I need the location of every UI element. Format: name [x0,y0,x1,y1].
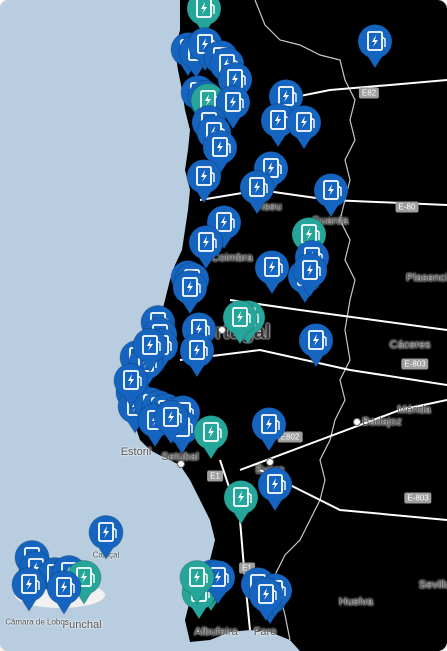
label-setubal: Setúbal [161,451,199,463]
charging-station-marker[interactable] [206,204,242,250]
charging-station-marker[interactable] [313,172,349,218]
spain-area [255,0,447,651]
charging-station-marker[interactable] [298,322,334,368]
charging-station-marker[interactable] [46,569,82,615]
country-border [254,0,356,641]
charging-station-marker[interactable] [88,514,124,560]
ev-charging-station-icon [113,363,149,408]
charging-station-marker[interactable] [132,327,168,373]
road-shield-e1: E1 [239,562,255,574]
city-dot [177,460,185,468]
ev-charging-station-icon [257,467,293,512]
road-shield-e-80: E-80 [395,201,419,213]
road-shield-e1: E1 [207,470,223,482]
label-camara-de-lobos: Câmara de Lobos [5,617,69,627]
ev-charging-station-icon [313,173,349,218]
label-faro: Faro [253,626,277,638]
city-dot [218,326,226,334]
charging-station-marker[interactable] [268,78,304,124]
charging-station-marker[interactable] [202,129,238,175]
charging-station-marker[interactable] [179,332,215,378]
charging-station-marker[interactable] [179,559,215,605]
ev-charging-station-icon [357,24,393,69]
ev-charging-station-icon [46,570,82,615]
ev-charging-station-icon [186,159,222,204]
ev-charging-station-icon [286,105,322,150]
ev-charging-station-icon [268,79,304,124]
label-merida: Mérida [397,404,431,416]
ev-charging-station-icon [186,0,222,36]
charging-station-marker[interactable] [223,479,259,525]
label-caceres: Cáceres [389,339,431,351]
label-funchal: Funchal [62,619,102,631]
charging-station-marker[interactable] [153,399,189,445]
charging-station-marker[interactable] [257,466,293,512]
label-estoril: Estoril [120,446,152,458]
ev-charging-station-icon [248,577,284,622]
charging-station-marker[interactable] [193,414,229,460]
label-plasencia: Plasencia [406,272,447,284]
ev-charging-station-icon [172,270,208,315]
ev-charging-station-icon [153,400,189,445]
road-shield-e-803: E-803 [401,358,429,370]
charging-station-marker[interactable] [248,576,284,622]
ev-charging-station-icon [193,415,229,460]
charging-station-marker[interactable] [186,0,222,36]
ev-charging-station-icon [239,170,275,215]
charging-station-marker[interactable] [254,249,290,295]
ev-charging-station-icon [179,333,215,378]
charging-station-marker[interactable] [188,224,224,270]
road-shield-e82: E82 [358,87,380,99]
charging-station-marker[interactable] [292,252,328,298]
charging-station-marker[interactable] [11,566,47,612]
ev-charging-station-icon [206,205,242,250]
label-sevilla: Sevilla [418,579,447,591]
charging-station-marker[interactable] [239,169,275,215]
label-badajoz: Badajoz [362,416,402,428]
charging-station-marker[interactable] [172,269,208,315]
city-dot [353,418,361,426]
ev-charging-station-icon [292,253,328,298]
city-dot [266,458,274,466]
ev-charging-station-icon [254,250,290,295]
road-shield-e802: E802 [277,431,303,443]
charging-station-marker[interactable] [357,23,393,69]
ev-charging-station-icon [251,407,287,452]
charging-station-marker[interactable] [186,158,222,204]
ev-charging-station-icon [188,225,224,270]
ev-charging-station-icon [222,300,258,345]
label-huelva: Huelva [338,596,374,608]
ev-charging-station-icon [179,560,215,605]
charging-station-marker[interactable] [113,362,149,408]
road-shield-e-803: E-803 [404,492,432,504]
ev-charging-station-icon [223,480,259,525]
charging-station-marker[interactable] [222,299,258,345]
ev-charging-station-icon [298,323,334,368]
ev-charging-station-icon [11,567,47,612]
label-coimbra: Coimbra [211,252,253,264]
label-albufeira: Albufeira [194,626,238,638]
charging-station-marker[interactable] [286,104,322,150]
charging-station-marker[interactable] [251,406,287,452]
ev-charging-station-icon [88,515,124,560]
ev-charging-station-icon [202,130,238,175]
ev-charging-station-icon [132,328,168,373]
